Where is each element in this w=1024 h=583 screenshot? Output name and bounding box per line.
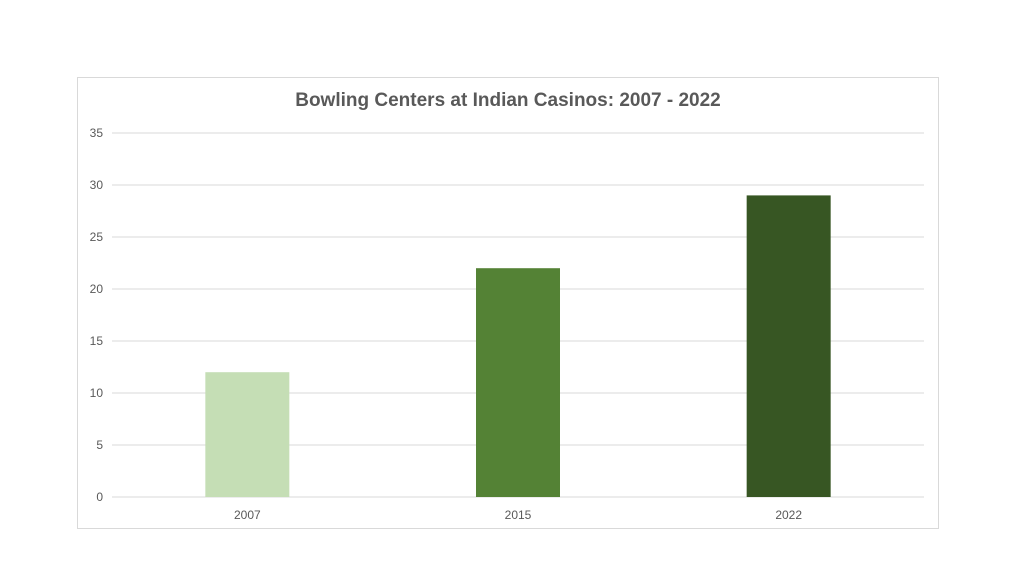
bar-2022 (746, 195, 831, 497)
y-tick-label: 20 (90, 282, 104, 296)
y-tick-label: 35 (90, 126, 104, 140)
x-tick-label: 2007 (234, 508, 261, 522)
x-tick-label: 2022 (775, 508, 802, 522)
y-tick-label: 0 (96, 490, 103, 504)
y-tick-label: 5 (96, 438, 103, 452)
bar-2007 (205, 372, 290, 497)
bar-chart: 0 5 10 15 20 25 30 35 2007 2015 2022 (90, 126, 924, 522)
y-tick-label: 15 (90, 334, 104, 348)
chart-title: Bowling Centers at Indian Casinos: 2007 … (295, 90, 721, 111)
x-tick-label: 2015 (505, 508, 532, 522)
y-tick-label: 25 (90, 230, 104, 244)
y-tick-label: 30 (90, 178, 104, 192)
y-tick-label: 10 (90, 386, 104, 400)
bar-2015 (476, 268, 560, 497)
chart-frame: Bowling Centers at Indian Casinos: 2007 … (77, 77, 939, 529)
